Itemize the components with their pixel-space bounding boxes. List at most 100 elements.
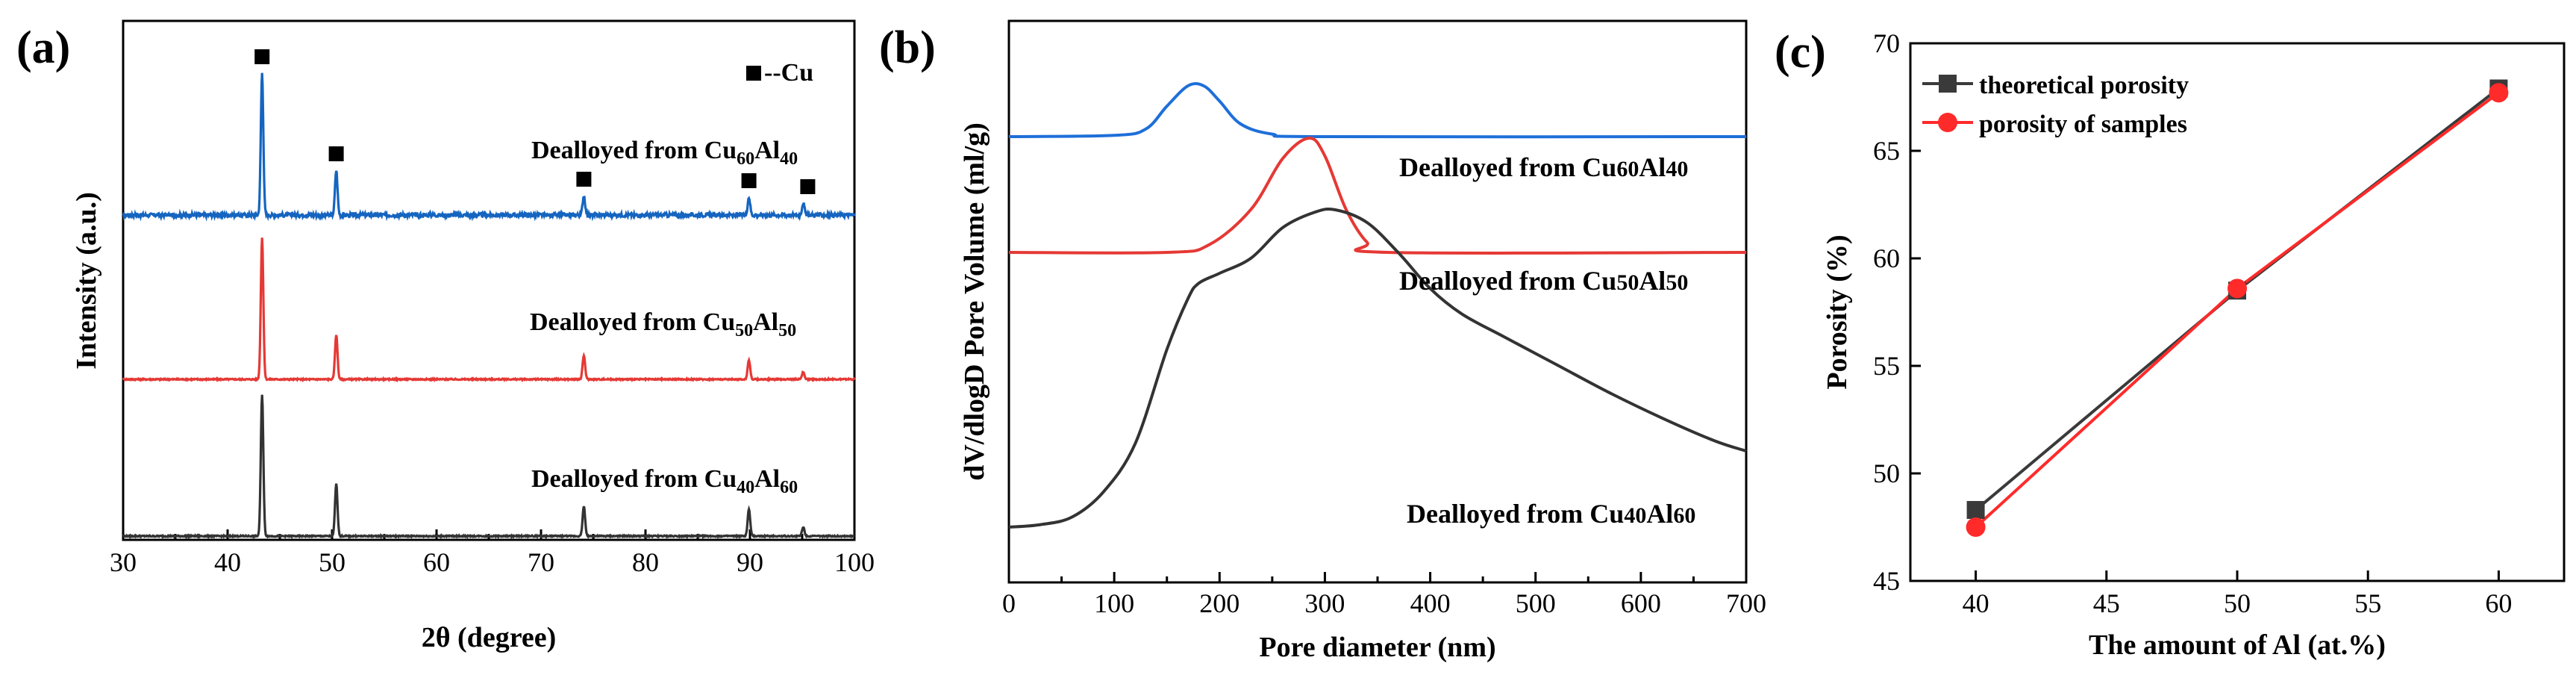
b-label-cu60al40-sub1: 60	[1616, 157, 1639, 181]
panel-c-label: (c)	[1775, 27, 1826, 78]
a-label-cu40al60-prefix: Dealloyed from Cu	[531, 465, 737, 493]
panel-b-y-axis-title: dV/dlogD Pore Volume (ml/g)	[959, 122, 990, 481]
b-x-tick-label: 700	[1726, 588, 1766, 618]
b-label-cu50al50-mid: Al	[1639, 266, 1666, 296]
b-x-tick-label: 100	[1094, 588, 1134, 618]
b-label-cu40al60-prefix: Dealloyed from Cu	[1407, 499, 1624, 529]
theoretical-point	[1966, 500, 1985, 519]
a-label-cu60al40-sub1: 60	[737, 149, 754, 169]
b-label-cu40al60-sub1: 40	[1624, 503, 1646, 528]
panel-a-y-axis-title: Intensity (a.u.)	[71, 192, 102, 370]
panel-b-frame	[1007, 19, 1748, 584]
a-label-cu60al40-prefix: Dealloyed from Cu	[531, 137, 737, 164]
a-label-cu60al40-mid: Al	[754, 137, 780, 164]
cu-peak-marker	[328, 146, 344, 161]
c-x-tick-label: 45	[2093, 588, 2120, 618]
xrd-pattern-cu40al60	[122, 394, 855, 540]
b-label-cu40al60-sub2: 60	[1673, 503, 1695, 528]
panel-c-legend: theoretical porosity porosity of samples	[1922, 72, 2189, 138]
b-x-tick-label: 200	[1199, 588, 1239, 618]
cu-peak-marker	[576, 172, 592, 187]
panel-c-x-axis-title: The amount of Al (at.%)	[2089, 629, 2386, 661]
b-x-tick-label: 0	[1002, 588, 1016, 618]
panel-b-curves	[1008, 82, 1747, 529]
legend-label-theoretical: theoretical porosity	[1979, 72, 2189, 99]
panel-a: (a) 30 40 50 60 70 80 90 100 --Cu Dealloyed fro…	[16, 19, 875, 653]
a-label-cu50al50-mid: Al	[753, 308, 778, 336]
a-label-cu50al50-sub2: 50	[778, 321, 796, 340]
panel-a-frame	[122, 19, 856, 541]
c-y-tick-label: 50	[1873, 458, 1900, 488]
pore-curve-cu60al40	[1008, 82, 1747, 139]
panel-b-label: (b)	[879, 22, 936, 73]
a-label-cu40al60-sub2: 60	[780, 478, 798, 497]
b-x-tick-label: 400	[1410, 588, 1451, 618]
c-y-tick-label: 65	[1873, 136, 1900, 166]
sample-point	[1966, 517, 1986, 537]
panel-b: (b) 0 100 200 300 400 500 600 700 Dealloyed fro…	[879, 19, 1766, 663]
a-x-tick-label: 60	[423, 547, 450, 577]
panel-c-y-axis-title: Porosity (%)	[1822, 234, 1853, 389]
b-x-tick-label: 500	[1516, 588, 1556, 618]
b-x-tick-label: 300	[1304, 588, 1345, 618]
pore-curve-cu40al60	[1008, 207, 1747, 529]
a-label-cu40al60: Dealloyed from Cu40Al60	[531, 465, 798, 497]
c-y-tick-label: 60	[1873, 243, 1900, 273]
a-x-tick-label: 80	[632, 547, 659, 577]
cu-peak-marker	[741, 173, 757, 188]
b-label-cu60al40-prefix: Dealloyed from Cu	[1399, 152, 1616, 182]
a-label-cu50al50: Dealloyed from Cu50Al50	[530, 308, 796, 340]
xrd-pattern-cu60al40	[122, 72, 856, 222]
panel-b-x-ticks: 0 100 200 300 400 500 600 700	[1002, 572, 1766, 618]
panel-a-x-axis-title: 2θ (degree)	[422, 622, 557, 653]
panel-a-cu-markers	[254, 49, 816, 194]
a-x-tick-label: 70	[528, 547, 554, 577]
b-label-cu50al50: Dealloyed from Cu50Al50	[1399, 266, 1688, 296]
a-label-cu60al40-sub2: 40	[780, 149, 798, 169]
c-y-tick-label: 45	[1873, 566, 1900, 596]
b-label-cu60al40-mid: Al	[1639, 152, 1666, 182]
c-y-tick-label: 70	[1873, 28, 1900, 58]
b-label-cu60al40-sub2: 40	[1666, 157, 1688, 181]
xrd-pattern-cu50al50	[122, 237, 856, 383]
c-x-tick-label: 40	[1963, 588, 1989, 618]
a-label-cu40al60-sub1: 40	[737, 478, 754, 497]
b-label-cu50al50-sub1: 50	[1616, 270, 1639, 295]
a-x-tick-label: 100	[834, 547, 875, 577]
a-label-cu50al50-prefix: Dealloyed from Cu	[530, 308, 735, 336]
b-label-cu40al60: Dealloyed from Cu40Al60	[1407, 499, 1695, 529]
c-y-tick-label: 55	[1873, 351, 1900, 381]
a-label-cu40al60-mid: Al	[754, 465, 780, 493]
b-label-cu50al50-prefix: Dealloyed from Cu	[1399, 266, 1616, 296]
sample-point	[2228, 279, 2247, 299]
a-x-tick-label: 30	[110, 547, 137, 577]
panel-a-x-ticks: 30 40 50 60 70 80 90 100	[110, 529, 875, 577]
cu-peak-marker	[800, 179, 816, 194]
cu-legend-label: --Cu	[764, 59, 813, 87]
panel-c-series	[1966, 79, 2509, 537]
legend-circle-marker-icon	[1938, 113, 1957, 132]
c-x-tick-label: 60	[2485, 588, 2512, 618]
c-x-tick-label: 50	[2224, 588, 2251, 618]
panel-c-ticks: 40 45 50 55 60 45 50 55 60 65 70	[1873, 28, 2512, 618]
b-label-cu40al60-mid: Al	[1646, 499, 1673, 529]
series-line-samples	[1975, 91, 2500, 529]
sample-point	[2489, 83, 2509, 103]
a-x-tick-label: 90	[737, 547, 763, 577]
a-x-tick-label: 40	[214, 547, 241, 577]
b-label-cu60al40: Dealloyed from Cu60Al40	[1399, 152, 1688, 182]
panel-a-curves	[122, 72, 856, 540]
legend-label-samples: porosity of samples	[1979, 111, 2187, 138]
panel-c: (c) 40 45 50 55 60 45 50 55 60 65 70 theoretical p…	[1775, 27, 2566, 661]
b-x-tick-label: 600	[1621, 588, 1661, 618]
panel-b-x-axis-title: Pore diameter (nm)	[1259, 632, 1495, 663]
b-label-cu50al50-sub2: 50	[1666, 270, 1688, 295]
a-label-cu50al50-sub1: 50	[735, 321, 753, 340]
a-label-cu60al40: Dealloyed from Cu60Al40	[531, 137, 798, 169]
pore-curve-cu50al50	[1008, 137, 1747, 255]
legend-square-marker-icon	[1939, 75, 1957, 93]
cu-marker-legend-icon	[746, 66, 761, 81]
a-x-tick-label: 50	[319, 547, 346, 577]
cu-peak-marker	[254, 49, 270, 64]
panel-a-label: (a)	[16, 22, 70, 73]
